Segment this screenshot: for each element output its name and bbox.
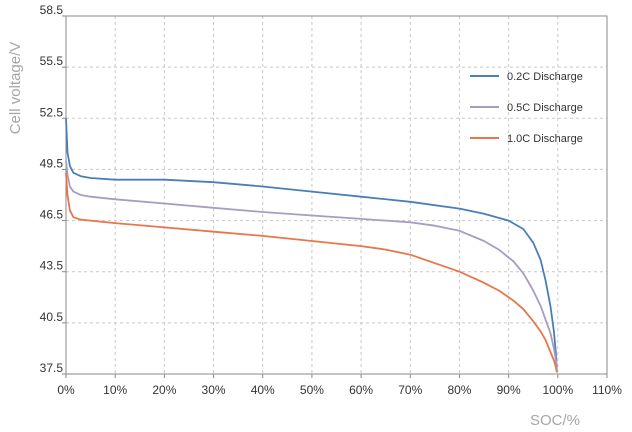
x-tick-label: 50%: [300, 383, 324, 397]
legend-label: 0.2C Discharge: [507, 71, 583, 83]
x-axis-title: SOC/%: [530, 412, 580, 429]
y-tick-label: 55.5: [40, 54, 64, 68]
y-tick-label: 37.5: [40, 361, 64, 375]
x-tick-label: 30%: [202, 383, 226, 397]
x-tick-label: 90%: [497, 383, 521, 397]
x-tick-label: 110%: [592, 383, 622, 397]
y-tick-label: 49.5: [40, 156, 64, 170]
x-tick-label: 0%: [57, 383, 75, 397]
x-tick-label: 80%: [447, 383, 471, 397]
legend-label: 1.0C Discharge: [507, 133, 583, 145]
x-tick-label: 20%: [152, 383, 176, 397]
legend: 0.2C Discharge 0.5C Discharge 1.0C Dischar…: [470, 71, 583, 145]
legend-label: 0.5C Discharge: [507, 102, 583, 114]
y-tick-label: 58.5: [40, 3, 64, 17]
tick-layer: 0% 10% 20% 30% 40% 50% 60% 70% 80% 90% 100% 110% 37.…: [40, 3, 623, 397]
y-tick-label: 52.5: [40, 105, 64, 119]
y-tick-label: 46.5: [40, 208, 64, 222]
y-axis-title: Cell voltage/V: [7, 42, 24, 135]
y-tick-label: 43.5: [40, 259, 64, 273]
x-tick-label: 10%: [103, 383, 127, 397]
series-layer: [65, 118, 558, 373]
series-line-2: [65, 160, 558, 371]
x-tick-label: 40%: [251, 383, 275, 397]
x-tick-label: 70%: [398, 383, 422, 397]
x-tick-label: 60%: [349, 383, 373, 397]
plot-frame: [65, 15, 608, 375]
x-tick-label: 100%: [542, 383, 573, 397]
series-line-1: [65, 118, 558, 371]
grid-layer: [66, 16, 607, 374]
y-tick-label: 40.5: [40, 310, 64, 324]
series-line-3: [65, 172, 558, 373]
